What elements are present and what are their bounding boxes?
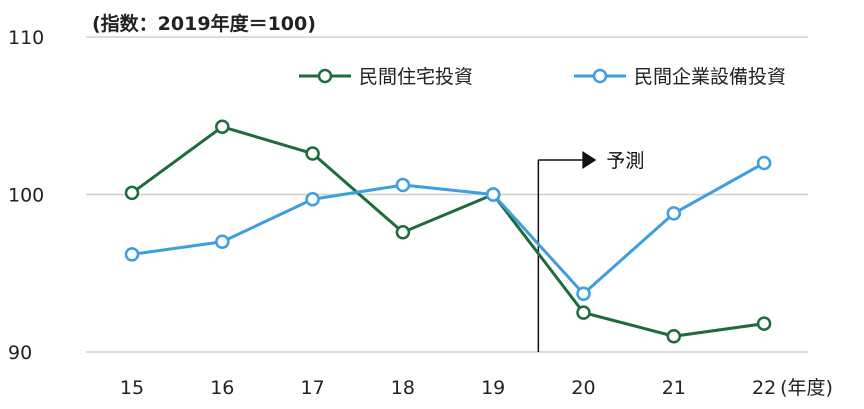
forecast-annotation: 予測 xyxy=(537,150,644,352)
gridlines xyxy=(86,36,808,353)
legend-label: 民間住宅投資 xyxy=(359,66,473,88)
series-line xyxy=(131,161,765,296)
data-point xyxy=(576,305,591,320)
x-tick-label: 15 xyxy=(120,377,144,399)
legend-label: 民間企業設備投資 xyxy=(634,66,786,88)
x-tick-label: 20 xyxy=(571,377,595,399)
data-point xyxy=(756,316,772,331)
legend-marker xyxy=(592,68,608,84)
data-point xyxy=(215,119,230,135)
x-tick-label: 18 xyxy=(391,377,415,399)
data-point xyxy=(305,191,320,207)
series-2 xyxy=(124,155,772,301)
data-point xyxy=(395,177,411,193)
x-axis-ticks: 15 16 17 18 19 20 21 22 (年度) xyxy=(120,377,833,399)
x-axis-unit: (年度) xyxy=(780,377,833,399)
x-tick-label: 22 xyxy=(752,377,776,399)
x-tick-label: 19 xyxy=(481,377,505,399)
y-tick-label: 90 xyxy=(8,342,32,364)
y-axis-ticks: 90 100 110 xyxy=(8,27,44,364)
data-point xyxy=(666,329,682,344)
x-tick-label: 17 xyxy=(301,377,325,399)
forecast-arrow-head xyxy=(582,151,597,169)
x-tick-label: 21 xyxy=(662,377,686,399)
y-tick-label: 100 xyxy=(8,185,44,207)
data-point xyxy=(124,185,140,201)
forecast-label: 予測 xyxy=(606,150,644,172)
data-point xyxy=(485,187,501,202)
series-line xyxy=(131,125,765,338)
legend-item: 民間住宅投資 xyxy=(299,66,473,88)
data-point xyxy=(124,247,140,262)
data-point xyxy=(395,225,411,240)
x-tick-label: 16 xyxy=(210,377,234,399)
y-tick-label: 110 xyxy=(8,27,44,49)
unit-note: (指数：2019年度＝100) xyxy=(92,12,316,35)
data-point xyxy=(756,155,772,171)
legend: 民間住宅投資 民間企業設備投資 xyxy=(299,66,786,88)
data-point xyxy=(215,234,230,249)
data-point xyxy=(666,206,682,221)
data-point xyxy=(305,146,320,161)
series-1 xyxy=(124,119,772,344)
legend-item: 民間企業設備投資 xyxy=(574,66,786,88)
series-lines xyxy=(124,119,772,344)
legend-marker xyxy=(317,68,333,84)
data-point xyxy=(576,286,591,301)
